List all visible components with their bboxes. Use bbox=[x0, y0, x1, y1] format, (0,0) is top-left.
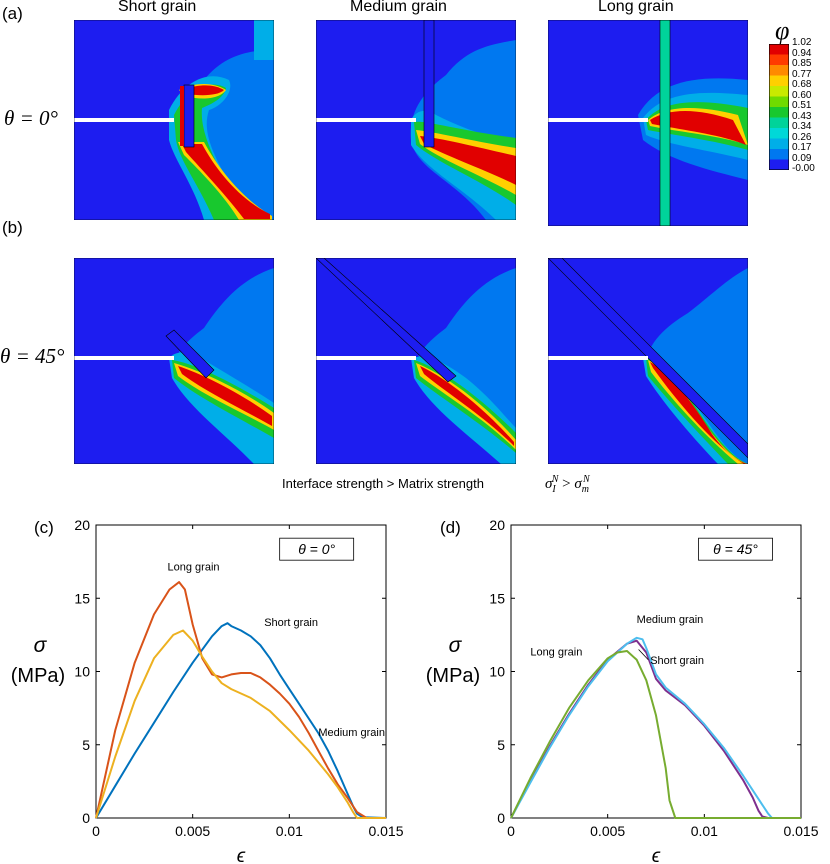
series-line bbox=[95, 629, 386, 819]
column-title-long: Long grain bbox=[598, 0, 674, 15]
x-tick-label: 0 bbox=[92, 823, 100, 839]
contour-short-0deg bbox=[74, 20, 274, 220]
x-tick-label: 0.015 bbox=[783, 823, 818, 839]
contour-short-45deg bbox=[74, 258, 274, 464]
series-line bbox=[510, 636, 801, 819]
plot-area bbox=[510, 524, 802, 819]
x-axis-label: ϵ bbox=[652, 846, 661, 864]
series-annotation: Medium grain bbox=[637, 614, 704, 626]
colorbar-segment bbox=[769, 159, 789, 171]
y-axis-symbol: σ bbox=[34, 634, 48, 657]
caption-strength-comparison: Interface strength > Matrix strength bbox=[282, 476, 484, 491]
y-tick-label: 15 bbox=[74, 590, 90, 606]
y-axis-unit: (MPa) bbox=[11, 665, 65, 687]
caption-sigma-1: σ bbox=[545, 476, 553, 492]
panel-a-label: (a) bbox=[2, 4, 23, 23]
row-a-angle-label: θ = 0° bbox=[4, 106, 58, 130]
column-title-medium: Medium grain bbox=[350, 0, 447, 15]
angle-legend-box bbox=[279, 537, 355, 561]
y-tick-label: 15 bbox=[489, 590, 505, 606]
series-annotation: Long grain bbox=[530, 646, 582, 658]
colorbar-tick-label: 0.26 bbox=[792, 131, 812, 143]
annotation-pointer bbox=[638, 649, 649, 661]
series-line bbox=[95, 581, 386, 819]
colorbar-tick-label: 0.09 bbox=[792, 152, 812, 164]
y-tick-label: 20 bbox=[74, 517, 90, 533]
colorbar-tick-label: -0.00 bbox=[792, 163, 815, 174]
colorbar-tick-label: 0.77 bbox=[792, 68, 812, 80]
colorbar-tick-label: 0.51 bbox=[792, 100, 812, 111]
colorbar-segment bbox=[769, 65, 789, 76]
panel-d-label: (d) bbox=[440, 518, 461, 537]
chart-d: 0 0.005 0.01 0.015 0 5 10 15 20 ϵ σ (MPa) θ = 45° Med… bbox=[426, 517, 819, 864]
chart-c: 0 0.005 0.01 0.015 0 5 10 15 20 ϵ σ (MPa) θ = 0° Long… bbox=[11, 517, 404, 864]
plot-area bbox=[95, 524, 387, 819]
colorbar-symbol: φ bbox=[775, 16, 790, 45]
colorbar-segment bbox=[769, 75, 789, 87]
colorbar bbox=[769, 44, 789, 171]
y-tick-label: 5 bbox=[497, 737, 505, 753]
contour-medium-0deg bbox=[316, 20, 516, 220]
x-tick-label: 0.005 bbox=[175, 823, 210, 839]
series-annotation: Short grain bbox=[264, 617, 318, 629]
y-axis-symbol: σ bbox=[449, 634, 463, 657]
colorbar-segment bbox=[769, 54, 789, 66]
caption-gt: > bbox=[562, 476, 571, 492]
caption-sigma-inequality: σIN > σmN bbox=[545, 474, 590, 495]
y-tick-label: 20 bbox=[489, 517, 505, 533]
caption-sup-N1: N bbox=[551, 474, 559, 485]
colorbar-segment bbox=[769, 86, 789, 97]
angle-legend-text: θ = 45° bbox=[713, 541, 758, 557]
colorbar-segment bbox=[769, 128, 789, 139]
angle-legend-text: θ = 0° bbox=[298, 541, 335, 557]
x-tick-label: 0.01 bbox=[691, 823, 718, 839]
x-axis-label: ϵ bbox=[237, 846, 246, 864]
y-tick-label: 0 bbox=[497, 810, 505, 826]
colorbar-segment bbox=[769, 44, 789, 55]
colorbar-tick-label: 0.34 bbox=[792, 121, 812, 132]
series-line bbox=[95, 622, 387, 819]
contour-medium-45deg bbox=[316, 258, 516, 464]
colorbar-tick-label: 1.02 bbox=[792, 37, 812, 48]
x-tick-label: 0.01 bbox=[276, 823, 303, 839]
series-line bbox=[510, 650, 801, 819]
colorbar-segment bbox=[769, 149, 789, 160]
y-tick-label: 0 bbox=[82, 810, 90, 826]
caption-sub-m: m bbox=[581, 484, 590, 495]
colorbar-segment bbox=[769, 138, 789, 150]
x-tick-label: 0.015 bbox=[368, 823, 403, 839]
colorbar-tick-label: 0.85 bbox=[792, 58, 812, 69]
y-tick-label: 5 bbox=[82, 737, 90, 753]
angle-legend-box bbox=[698, 537, 773, 561]
colorbar-tick-label: 0.94 bbox=[792, 47, 812, 59]
colorbar-segment bbox=[769, 96, 789, 108]
y-tick-label: 10 bbox=[74, 664, 90, 680]
colorbar-tick-label: 0.60 bbox=[792, 89, 812, 101]
series-annotation: Long grain bbox=[168, 561, 220, 573]
y-tick-label: 10 bbox=[489, 664, 505, 680]
caption-sup-N2: N bbox=[583, 474, 590, 485]
x-tick-label: 0 bbox=[507, 823, 515, 839]
column-title-short: Short grain bbox=[118, 0, 197, 15]
caption-sigma-2: σ bbox=[574, 476, 582, 492]
colorbar-tick-label: 0.17 bbox=[792, 142, 812, 153]
colorbar-tick-label: 0.43 bbox=[792, 110, 812, 122]
row-b-angle-label: θ = 45° bbox=[0, 344, 65, 368]
series-annotation: Short grain bbox=[650, 655, 704, 667]
caption-sub-I: I bbox=[552, 484, 556, 495]
series-annotation: Medium grain bbox=[318, 727, 385, 739]
contour-long-45deg bbox=[548, 258, 748, 464]
panel-c-label: (c) bbox=[34, 518, 54, 537]
colorbar-tick-labels: 1.02 0.94 0.85 0.77 0.68 0.60 0.51 0.43 0.34 0.26… bbox=[792, 38, 830, 178]
x-tick-label: 0.005 bbox=[590, 823, 625, 839]
contour-long-0deg bbox=[548, 20, 748, 226]
colorbar-tick-label: 0.68 bbox=[792, 79, 812, 90]
colorbar-segment bbox=[769, 107, 789, 118]
y-axis-unit: (MPa) bbox=[426, 665, 480, 687]
panel-b-label: (b) bbox=[2, 218, 23, 237]
colorbar-segment bbox=[769, 117, 789, 129]
